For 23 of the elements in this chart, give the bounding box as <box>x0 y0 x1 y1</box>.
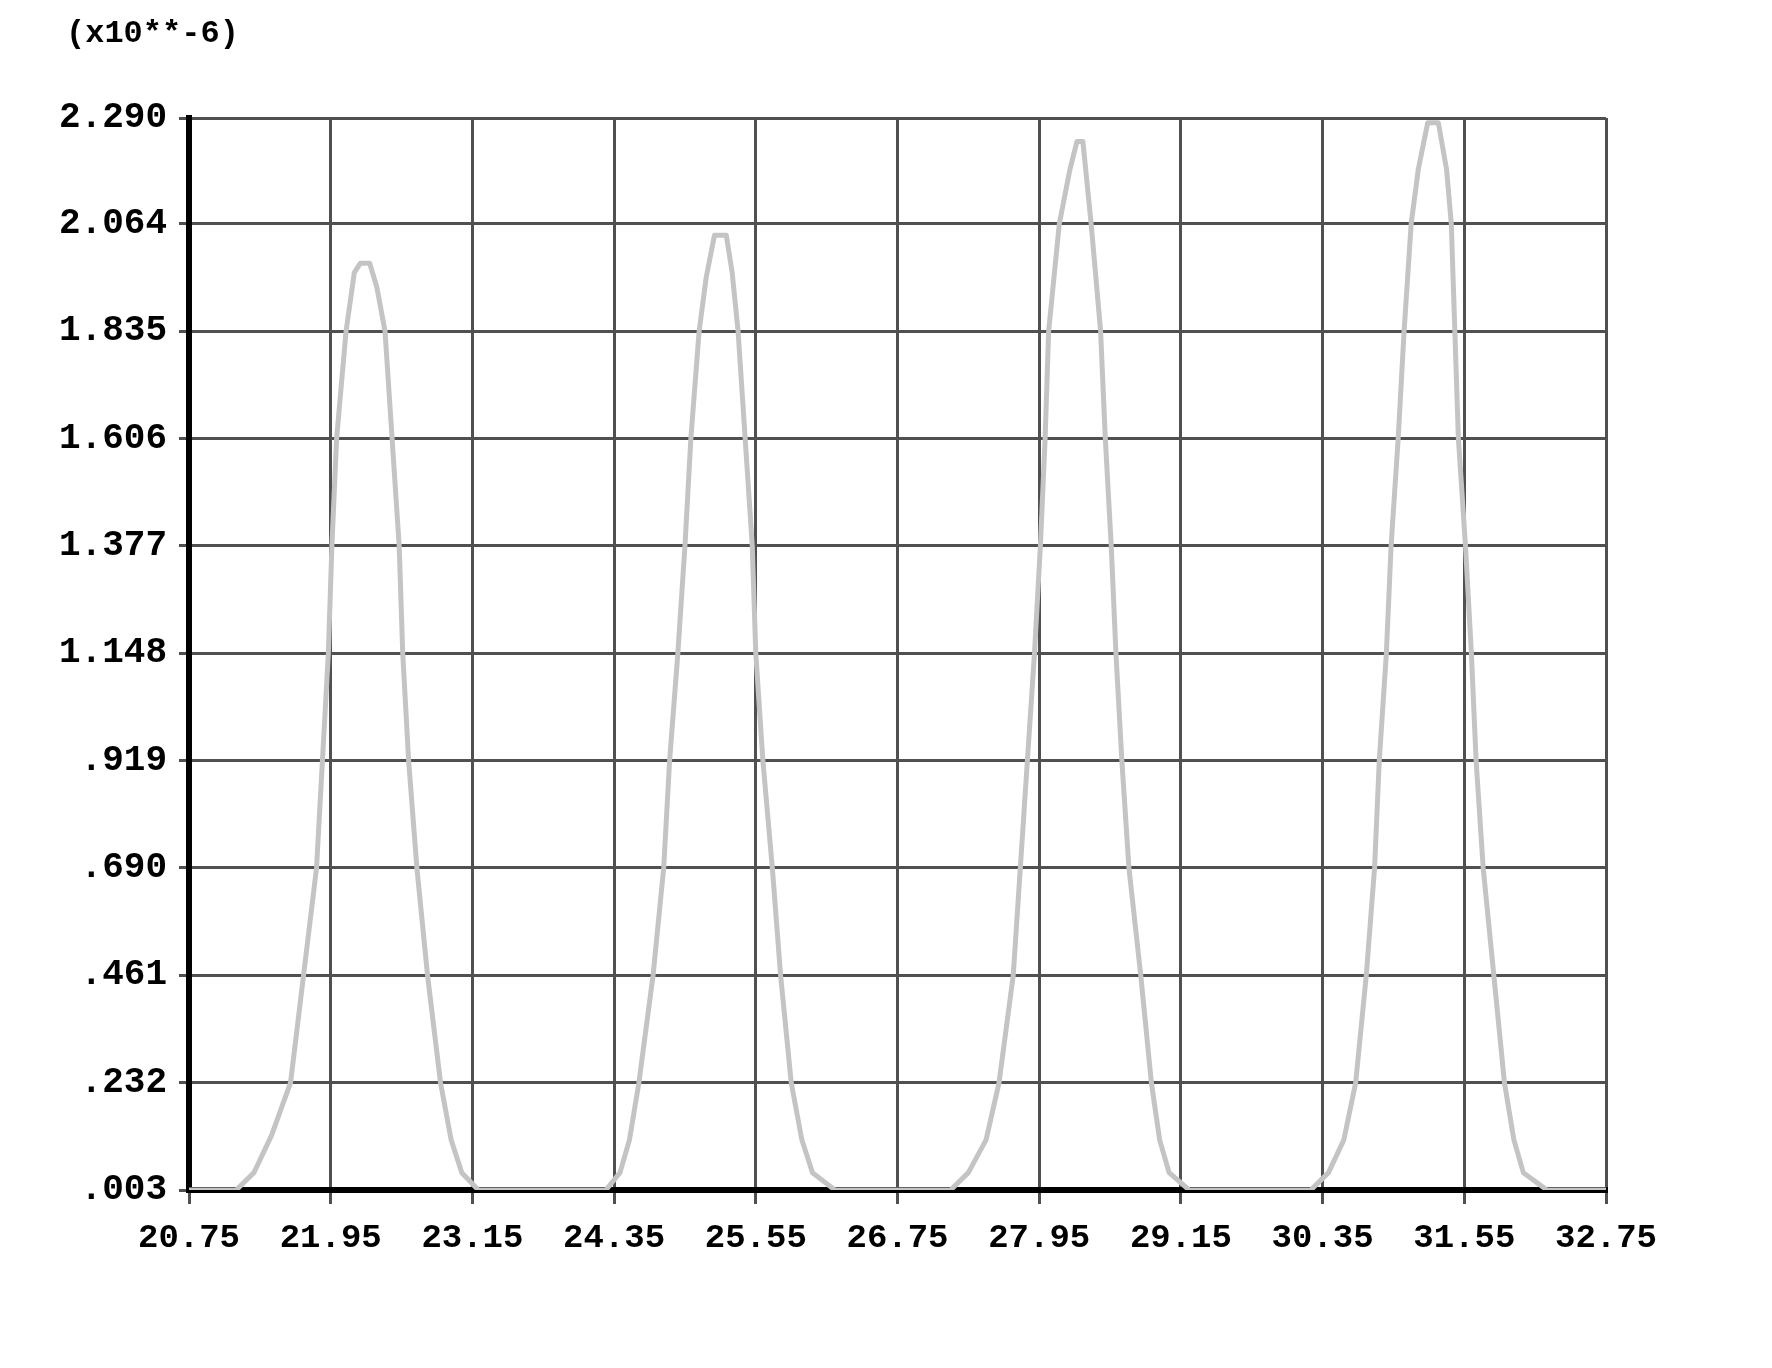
y-tick-label: 1.148 <box>58 632 167 674</box>
y-tick-label: 2.290 <box>58 97 167 139</box>
x-tick-label: 20.75 <box>137 1218 241 1257</box>
y-tick-label: .232 <box>80 1061 167 1103</box>
x-tick-label: 25.55 <box>704 1218 807 1257</box>
y-tick-label: .690 <box>80 847 167 889</box>
y-tick-label: 1.606 <box>58 417 167 459</box>
y-tick-label: .919 <box>80 739 167 781</box>
y-tick-label: 1.835 <box>58 310 167 352</box>
y-tick-label: 1.377 <box>58 525 167 567</box>
x-tick-label: 30.35 <box>1271 1218 1374 1257</box>
x-tick-label: 26.75 <box>846 1218 949 1257</box>
y-tick-label: .461 <box>80 954 167 996</box>
x-tick-label: 27.95 <box>988 1218 1091 1257</box>
x-tick-label: 23.15 <box>421 1218 524 1257</box>
x-tick-label: 24.35 <box>563 1218 666 1257</box>
x-tick-label: 32.75 <box>1554 1218 1658 1257</box>
x-tick-label: 21.95 <box>279 1218 382 1257</box>
x-tick-label: 29.15 <box>1129 1218 1232 1257</box>
y-tick-label: .003 <box>80 1169 167 1211</box>
y-axis-title: (x10**-6) <box>66 15 239 53</box>
x-tick-label: 31.55 <box>1413 1218 1516 1257</box>
y-tick-label: 2.064 <box>58 203 167 244</box>
